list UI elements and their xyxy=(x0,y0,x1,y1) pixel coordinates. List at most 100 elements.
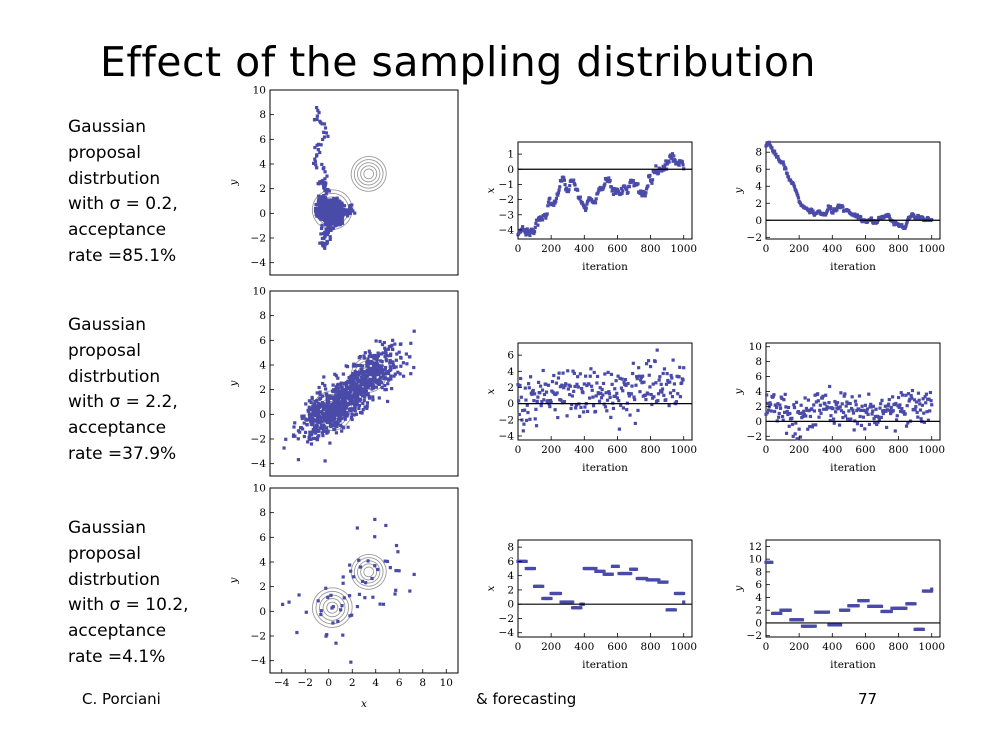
contour xyxy=(350,156,387,192)
data-point xyxy=(542,398,546,402)
data-point xyxy=(889,609,893,614)
data-point xyxy=(353,369,357,373)
data-point xyxy=(534,424,539,428)
data-point xyxy=(904,224,908,228)
data-point xyxy=(621,389,625,393)
data-point xyxy=(359,382,363,387)
data-point xyxy=(339,213,343,217)
data-point xyxy=(865,410,869,415)
data-point xyxy=(394,543,399,548)
y-tick-label: −4 xyxy=(251,257,267,269)
data-point xyxy=(385,559,390,564)
data-point xyxy=(329,424,333,428)
data-point xyxy=(810,425,814,429)
chart-trace-x-row2: −4 −2 0 2 4 6 0 200 400 600 800 1000 x iteration xyxy=(485,342,697,474)
data-point xyxy=(530,230,534,234)
data-point xyxy=(350,417,354,422)
data-point xyxy=(674,400,679,404)
y-axis-label: y xyxy=(733,387,745,395)
data-point xyxy=(639,378,643,382)
data-point xyxy=(598,386,602,390)
data-point xyxy=(910,396,914,400)
data-point xyxy=(320,402,325,407)
data-point xyxy=(895,414,899,418)
data-point xyxy=(841,415,845,420)
data-point xyxy=(593,409,598,414)
data-point xyxy=(570,402,574,407)
data-point xyxy=(396,370,400,374)
data-point xyxy=(644,191,648,195)
y-tick-label: 2 xyxy=(259,183,266,195)
data-point xyxy=(374,361,378,366)
data-point xyxy=(341,581,345,585)
data-point xyxy=(580,386,584,391)
data-point xyxy=(573,183,577,187)
data-point xyxy=(356,363,361,368)
data-point xyxy=(394,588,398,592)
data-point xyxy=(894,418,899,422)
data-point xyxy=(681,378,685,382)
x-tick-label: 200 xyxy=(789,444,809,456)
data-point xyxy=(296,458,301,462)
data-point xyxy=(390,386,394,391)
y-tick-label: 4 xyxy=(259,360,266,372)
data-point xyxy=(584,206,588,210)
y-tick-label: 4 xyxy=(259,557,266,569)
y-tick-label: 6 xyxy=(259,335,266,347)
data-point xyxy=(347,210,351,214)
data-point xyxy=(611,192,616,197)
data-point xyxy=(603,182,607,186)
data-point xyxy=(335,424,339,429)
data-point xyxy=(316,108,320,113)
data-point xyxy=(905,404,909,408)
data-point xyxy=(902,410,906,414)
data-point xyxy=(315,391,319,395)
data-point xyxy=(621,189,625,193)
data-point xyxy=(312,402,316,407)
data-point xyxy=(298,430,302,434)
y-tick-label: 4 xyxy=(507,570,514,582)
data-point xyxy=(320,205,324,209)
data-point xyxy=(887,214,891,218)
data-point xyxy=(326,415,331,419)
data-point xyxy=(318,150,322,155)
x-tick-label: 1000 xyxy=(918,641,945,653)
data-point xyxy=(903,226,907,230)
data-point xyxy=(644,187,649,191)
data-point xyxy=(330,419,335,423)
data-point xyxy=(313,399,317,404)
data-point xyxy=(409,341,413,345)
data-point xyxy=(580,201,584,205)
data-point xyxy=(765,393,769,397)
data-point xyxy=(826,610,831,614)
data-point xyxy=(313,406,318,410)
x-tick-label: 1000 xyxy=(918,243,945,255)
data-point xyxy=(540,388,545,392)
data-point xyxy=(370,386,375,390)
x-tick-label: 1000 xyxy=(670,243,697,255)
data-point xyxy=(347,408,351,412)
data-point xyxy=(855,422,860,426)
data-point xyxy=(835,401,840,405)
data-point xyxy=(336,409,340,413)
data-point xyxy=(315,166,319,170)
y-tick-label: 4 xyxy=(755,181,762,193)
data-point xyxy=(538,391,542,395)
data-point xyxy=(668,391,673,395)
data-point xyxy=(333,202,337,206)
footer-author: C. Porciani xyxy=(82,690,161,708)
data-point xyxy=(336,619,340,623)
data-point xyxy=(545,212,549,216)
data-point xyxy=(896,404,900,408)
data-point xyxy=(333,218,337,222)
data-point xyxy=(647,373,651,377)
data-point xyxy=(320,223,324,227)
data-point xyxy=(390,360,395,364)
data-point xyxy=(323,246,327,250)
data-point xyxy=(889,405,893,410)
data-point xyxy=(878,406,882,410)
row1-caption: Gaussian proposal distrbution with σ = 0… xyxy=(68,115,238,270)
data-point xyxy=(326,134,330,138)
data-point xyxy=(320,236,325,241)
data-point xyxy=(929,589,934,593)
